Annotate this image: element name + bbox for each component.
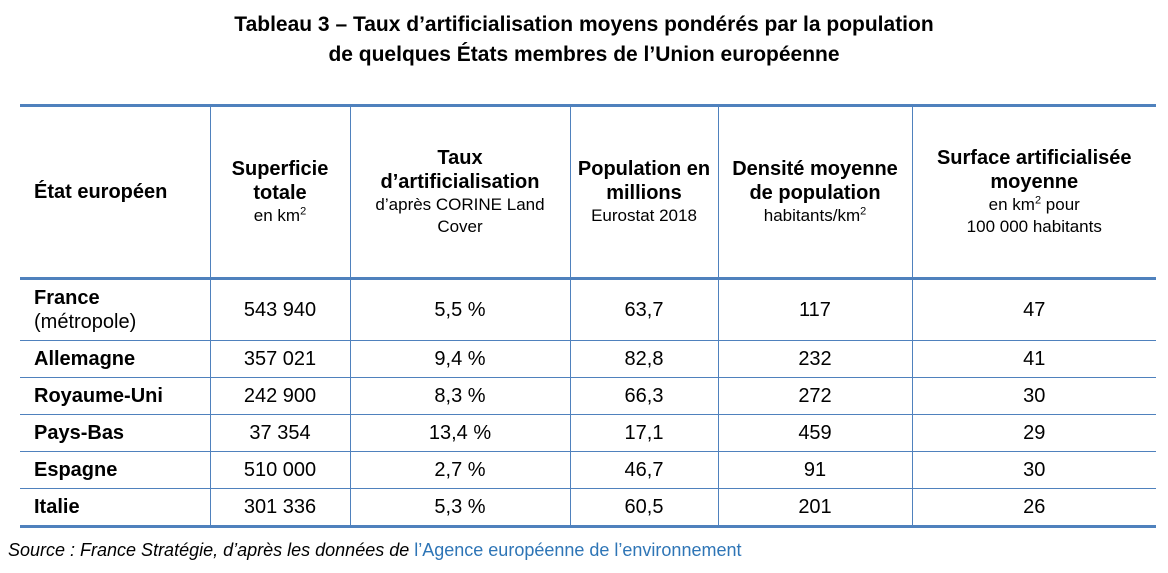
header-density-label: Densité moyenne de population (732, 158, 898, 204)
header-density-unit: habitants/km2 (763, 205, 867, 225)
cell-surface: 26 (911, 488, 1156, 528)
source-link[interactable]: l’Agence européenne de l’environnement (414, 540, 742, 560)
cell-density: 272 (717, 377, 913, 415)
table-row: Royaume-Uni 242 900 8,3 % 66,3 272 30 (20, 377, 1156, 415)
header-rate-source: d’après CORINE Land Cover (375, 195, 545, 236)
cell-surface: 30 (911, 377, 1156, 415)
cell-country: Espagne (20, 451, 211, 489)
source-prefix: Source : France Stratégie, d’après les d… (8, 540, 415, 560)
cell-area: 543 940 (209, 278, 351, 341)
header-population: Population en millions Eurostat 2018 (569, 104, 719, 280)
cell-surface: 47 (911, 278, 1156, 341)
cell-density: 201 (717, 488, 913, 528)
cell-surface: 30 (911, 451, 1156, 489)
title-line-1: Tableau 3 – Taux d’artificialisation moy… (234, 13, 934, 36)
cell-country: Royaume-Uni (20, 377, 211, 415)
header-row: État européen Superficie totale en km2 T… (20, 104, 1156, 280)
cell-population: 46,7 (569, 451, 719, 489)
header-surface: Surface artificialisée moyenne en km2 po… (911, 104, 1156, 280)
cell-area: 510 000 (209, 451, 351, 489)
cell-density: 117 (717, 278, 913, 341)
cell-country: France (métropole) (20, 278, 211, 341)
data-table-container: État européen Superficie totale en km2 T… (20, 104, 1156, 528)
cell-rate: 5,3 % (349, 488, 571, 528)
header-rate: Taux d’artificialisation d’après CORINE … (349, 104, 571, 280)
cell-population: 82,8 (569, 340, 719, 378)
header-state-label: État européen (34, 181, 168, 203)
header-population-source: Eurostat 2018 (591, 206, 697, 225)
table-row: Allemagne 357 021 9,4 % 82,8 232 41 (20, 340, 1156, 378)
title-line-2: de quelques États membres de l’Union eur… (328, 43, 840, 66)
header-population-label: Population en millions (577, 158, 711, 204)
table-row: Pays-Bas 37 354 13,4 % 17,1 459 29 (20, 414, 1156, 452)
header-surface-unit: en km2 pour 100 000 habitants (966, 194, 1102, 236)
header-state: État européen (20, 104, 211, 280)
cell-density: 459 (717, 414, 913, 452)
header-density: Densité moyenne de population habitants/… (717, 104, 913, 280)
cell-surface: 41 (911, 340, 1156, 378)
cell-country: Pays-Bas (20, 414, 211, 452)
cell-rate: 9,4 % (349, 340, 571, 378)
header-rate-label: Taux d’artificialisation (380, 147, 540, 193)
cell-population: 66,3 (569, 377, 719, 415)
header-surface-label: Surface artificialisée moyenne (936, 147, 1132, 193)
cell-area: 242 900 (209, 377, 351, 415)
table-row: Espagne 510 000 2,7 % 46,7 91 30 (20, 451, 1156, 489)
cell-rate: 8,3 % (349, 377, 571, 415)
cell-area: 357 021 (209, 340, 351, 378)
header-area-unit: en km2 (253, 205, 307, 225)
source-note: Source : France Stratégie, d’après les d… (8, 540, 741, 561)
country-note: (métropole) (34, 311, 137, 333)
table-row: France (métropole) 543 940 5,5 % 63,7 117… (20, 278, 1156, 341)
cell-rate: 2,7 % (349, 451, 571, 489)
cell-country: Allemagne (20, 340, 211, 378)
cell-country: Italie (20, 488, 211, 528)
cell-area: 301 336 (209, 488, 351, 528)
cell-rate: 5,5 % (349, 278, 571, 341)
cell-density: 91 (717, 451, 913, 489)
table-row: Italie 301 336 5,3 % 60,5 201 26 (20, 488, 1156, 528)
cell-population: 63,7 (569, 278, 719, 341)
cell-population: 17,1 (569, 414, 719, 452)
cell-density: 232 (717, 340, 913, 378)
cell-population: 60,5 (569, 488, 719, 528)
cell-surface: 29 (911, 414, 1156, 452)
table-title: Tableau 3 – Taux d’artificialisation moy… (0, 10, 1168, 70)
data-table: État européen Superficie totale en km2 T… (20, 104, 1156, 528)
header-area: Superficie totale en km2 (209, 104, 351, 280)
cell-area: 37 354 (209, 414, 351, 452)
cell-rate: 13,4 % (349, 414, 571, 452)
header-area-label: Superficie totale (231, 158, 329, 204)
